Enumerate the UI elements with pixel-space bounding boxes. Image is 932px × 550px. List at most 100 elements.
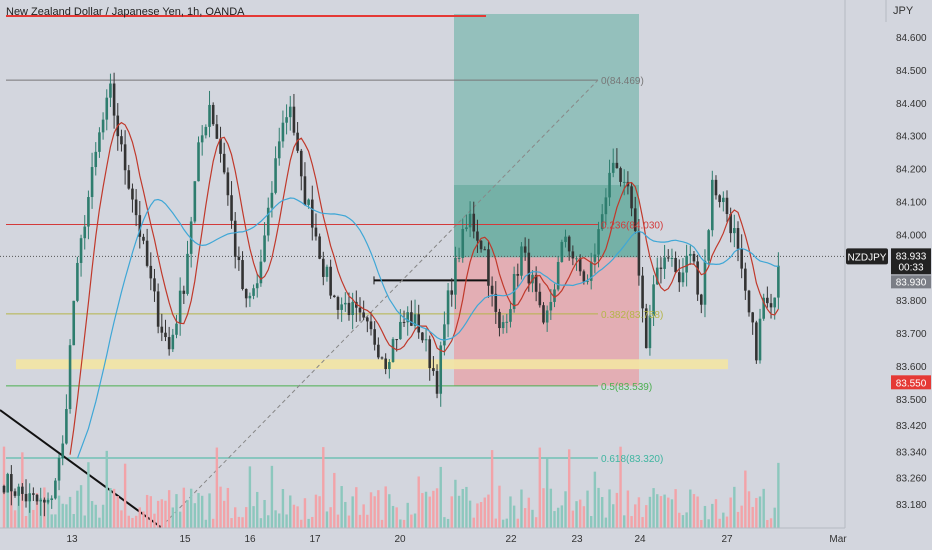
candle-body: [391, 339, 395, 362]
candle-body: [321, 258, 325, 277]
volume-bar: [197, 493, 200, 528]
candle-body: [333, 295, 336, 298]
volume-bar: [590, 516, 593, 528]
candle-body: [644, 308, 648, 349]
volume-bar: [109, 488, 112, 528]
candle-body: [711, 179, 714, 231]
candle-body: [120, 136, 123, 145]
candle-body: [98, 132, 101, 152]
volume-bar: [237, 516, 241, 528]
volume-bar: [446, 518, 450, 528]
volume-bar: [586, 490, 589, 528]
volume-bar: [252, 506, 255, 528]
volume-bar: [358, 514, 362, 528]
candle-body: [61, 443, 65, 459]
candle-body: [384, 358, 387, 370]
volume-bar: [439, 466, 442, 528]
candle-body: [619, 168, 622, 182]
x-tick-label: 13: [66, 534, 78, 545]
candle-body: [769, 303, 773, 308]
candle-body: [164, 332, 167, 338]
volume-bar: [483, 497, 486, 528]
volume-bar: [490, 450, 494, 528]
candle-body: [200, 135, 204, 143]
volume-bar: [755, 497, 758, 528]
volume-bar: [182, 487, 186, 528]
candle-body: [476, 231, 479, 241]
candle-body: [725, 197, 729, 215]
candle-body: [560, 241, 564, 262]
price-badge-label: 83.933: [896, 251, 927, 262]
candle-body: [674, 257, 677, 273]
candle-body: [622, 181, 626, 183]
candle-body: [156, 291, 160, 327]
candle-body: [494, 293, 498, 312]
candle-body: [171, 334, 175, 350]
volume-bar: [740, 505, 743, 528]
volume-bar: [347, 515, 351, 528]
candle-body: [32, 493, 35, 495]
support-zone: [16, 359, 728, 370]
candle-body: [259, 261, 263, 284]
volume-bar: [13, 510, 17, 528]
candle-body: [428, 339, 432, 369]
volume-bar: [87, 462, 90, 528]
candle-body: [575, 258, 578, 260]
volume-bar: [678, 512, 681, 528]
volume-bar: [149, 496, 152, 528]
x-tick-label: Mar: [829, 534, 847, 545]
volume-bar: [369, 492, 373, 528]
y-tick-label: 83.180: [896, 500, 927, 511]
candle-body: [94, 151, 98, 168]
volume-bar: [516, 518, 519, 528]
candle-body: [549, 301, 553, 311]
volume-bar: [751, 506, 754, 528]
volume-bar: [281, 488, 285, 528]
volume-bar: [127, 515, 130, 528]
candle-body: [288, 106, 292, 118]
volume-bar: [545, 458, 549, 528]
candle-body: [255, 283, 259, 289]
candle-body: [410, 312, 413, 326]
volume-bar: [399, 519, 402, 528]
candle-body: [758, 318, 762, 361]
fib-label-f236: 0.236(84.030): [601, 220, 663, 231]
candle-body: [329, 266, 332, 296]
candle-body: [109, 83, 112, 98]
volume-bar: [79, 485, 83, 528]
volume-bar: [219, 486, 222, 528]
candle-body: [567, 236, 571, 252]
volume-bar: [424, 491, 428, 528]
candle-body: [472, 213, 476, 232]
candle-body: [703, 260, 707, 305]
candle-body: [43, 499, 46, 503]
price-axis-bg: [845, 0, 932, 550]
x-tick-label: 15: [179, 534, 191, 545]
candle-body: [10, 474, 13, 492]
candle-body: [13, 491, 17, 496]
volume-bar: [292, 504, 296, 528]
candle-body: [277, 141, 281, 159]
candle-body: [219, 138, 222, 154]
candle-body: [24, 493, 28, 502]
volume-bar: [630, 516, 633, 528]
candle-body: [501, 322, 505, 329]
candle-body: [751, 312, 754, 323]
open-price-label: 83.930: [896, 277, 927, 288]
volume-bar: [457, 495, 461, 528]
price-badge: [891, 248, 931, 275]
time-axis-bg: [0, 528, 932, 550]
candle-body: [454, 257, 457, 295]
volume-bar: [406, 502, 409, 528]
volume-bar: [711, 503, 714, 528]
candle-body: [2, 485, 6, 493]
y-tick-label: 84.500: [896, 66, 927, 77]
candle-body: [424, 339, 428, 341]
candle-body: [270, 192, 274, 208]
x-tick-label: 20: [394, 534, 406, 545]
candle-body: [197, 142, 200, 182]
candle-body: [186, 253, 189, 294]
volume-bar: [395, 507, 398, 528]
